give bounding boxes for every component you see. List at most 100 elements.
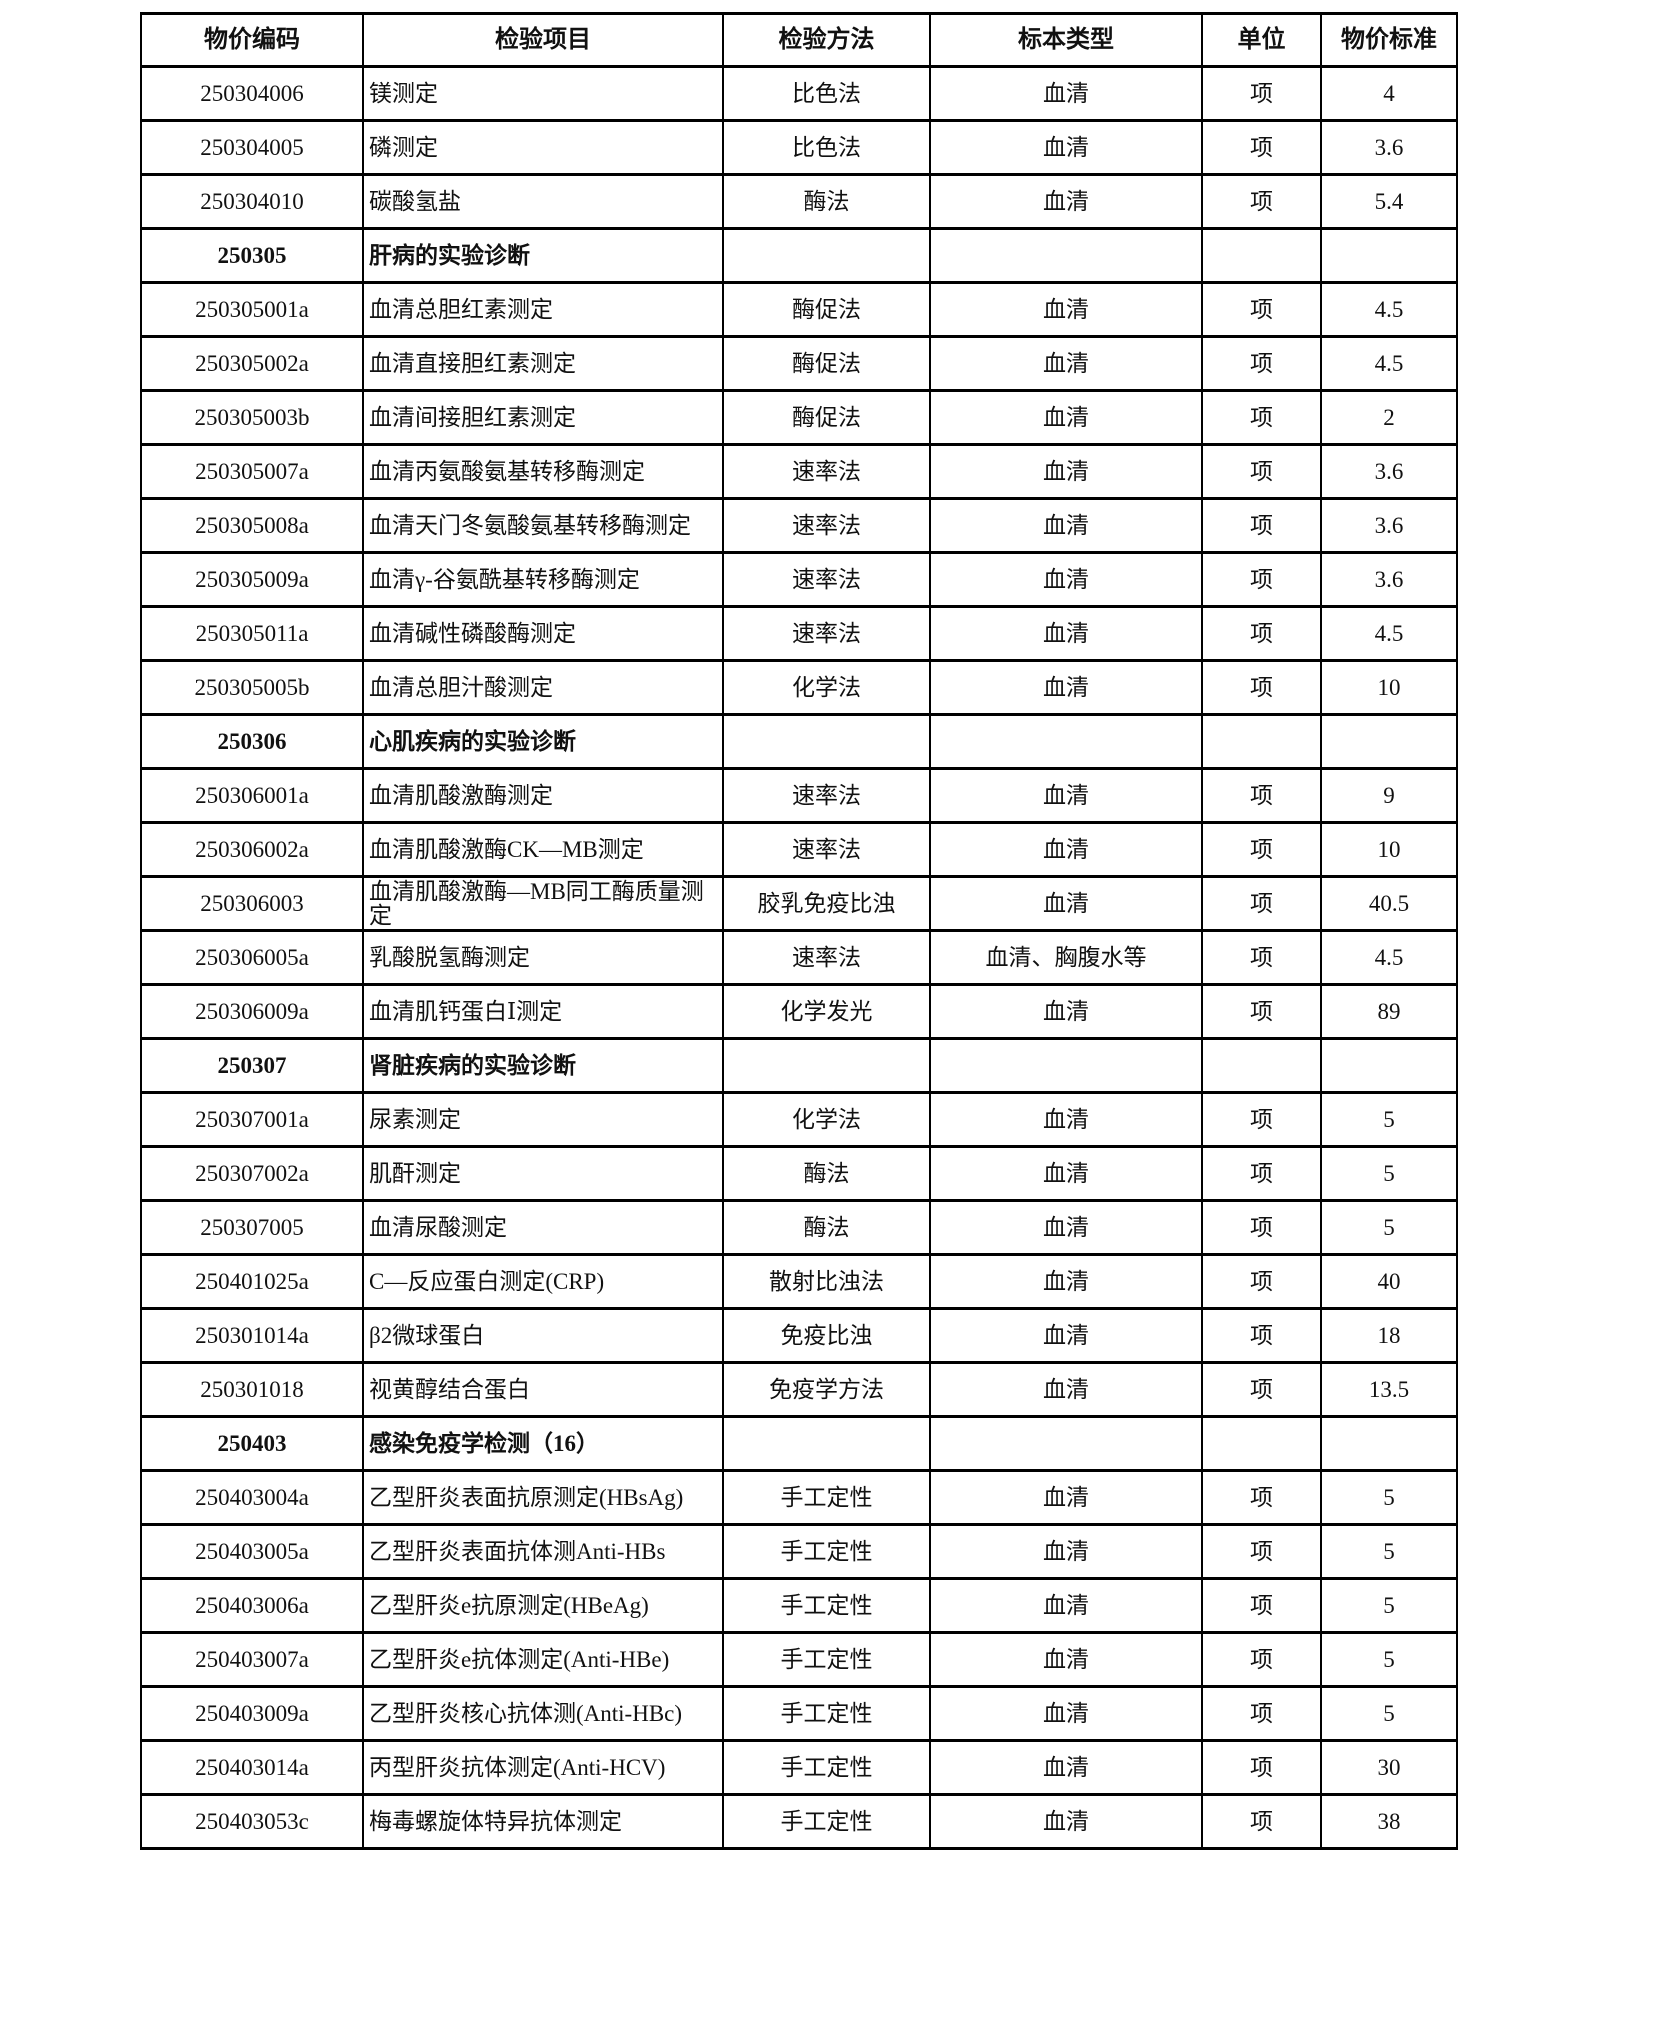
cell-method [722,1037,931,1094]
table-row: 250306002a 血清肌酸激酶CK—MB测定 速率法 血清项 10 [140,821,1458,878]
cell-specimen [929,1415,1203,1472]
cell-specimen: 血清 [929,1145,1203,1202]
cell-method: 速率法 [722,929,931,986]
cell-name: 血清肌酸激酶测定 [362,767,724,824]
cell-price: 4 [1320,65,1458,122]
cell-specimen: 血清 [929,1577,1203,1634]
cell-code: 250301018 [140,1361,364,1418]
cell-method: 酶促法 [722,389,931,446]
table-row: 250305001a 血清总胆红素测定 酶促法 血清项 4.5 [140,281,1458,338]
cell-method: 酶促法 [722,281,931,338]
table-row: 250305008a 血清天门冬氨酸氨基转移酶测定 速率法 血清项 3.6 [140,497,1458,554]
table-row: 250304005 磷测定 比色法 血清项 3.6 [140,119,1458,176]
cell-price: 5 [1320,1523,1458,1580]
cell-specimen: 血清 [929,1307,1203,1364]
cell-code: 250305005b [140,659,364,716]
cell-price: 4.5 [1320,929,1458,986]
cell-name: 视黄醇结合蛋白 [362,1361,724,1418]
cell-name: 心肌疾病的实验诊断 [362,713,724,770]
cell-price: 5.4 [1320,173,1458,230]
cell-unit: 项 [1201,605,1322,662]
table-row: 250301014a β2微球蛋白 免疫比浊 血清项 18 [140,1307,1458,1364]
header-method: 检验方法 [722,12,931,68]
cell-price: 3.6 [1320,551,1458,608]
cell-unit: 项 [1201,1739,1322,1796]
cell-method: 化学法 [722,659,931,716]
cell-unit: 项 [1201,497,1322,554]
cell-name: 血清碱性磷酸酶测定 [362,605,724,662]
table-row: 250403005a 乙型肝炎表面抗体测Anti-HBs 手工定性 血清项 5 [140,1523,1458,1580]
table-row: 250305005b 血清总胆汁酸测定 化学法 血清项 10 [140,659,1458,716]
cell-unit: 项 [1201,659,1322,716]
cell-name: 肾脏疾病的实验诊断 [362,1037,724,1094]
table-row: 250306001a 血清肌酸激酶测定 速率法 血清项 9 [140,767,1458,824]
cell-unit: 项 [1201,389,1322,446]
cell-method: 速率法 [722,605,931,662]
cell-price: 2 [1320,389,1458,446]
cell-unit: 项 [1201,983,1322,1040]
cell-method: 手工定性 [722,1577,931,1634]
cell-unit [1201,227,1322,284]
cell-unit: 项 [1201,1253,1322,1310]
cell-name: 镁测定 [362,65,724,122]
cell-unit: 项 [1201,281,1322,338]
cell-code: 250305008a [140,497,364,554]
cell-code: 250306 [140,713,364,770]
cell-price: 3.6 [1320,497,1458,554]
cell-method: 比色法 [722,119,931,176]
cell-price: 13.5 [1320,1361,1458,1418]
cell-specimen: 血清 [929,1739,1203,1796]
cell-code: 250305002a [140,335,364,392]
cell-price: 4.5 [1320,281,1458,338]
cell-price: 89 [1320,983,1458,1040]
price-table: 物价编码 检验项目 检验方法 标本类型 单位 物价标准 250304006 镁测定… [140,12,1458,1850]
cell-unit: 项 [1201,1199,1322,1256]
cell-code: 250305001a [140,281,364,338]
cell-method: 速率法 [722,767,931,824]
header-unit: 单位 [1201,12,1322,68]
cell-price: 3.6 [1320,443,1458,500]
cell-method: 酶法 [722,1199,931,1256]
cell-specimen: 血清 [929,1631,1203,1688]
cell-specimen: 血清 [929,1685,1203,1742]
cell-name: 磷测定 [362,119,724,176]
cell-name: 乳酸脱氢酶测定 [362,929,724,986]
header-specimen: 标本类型 [929,12,1203,68]
cell-method: 速率法 [722,551,931,608]
cell-code: 250403053c [140,1793,364,1850]
cell-name: 肝病的实验诊断 [362,227,724,284]
cell-price: 40.5 [1320,875,1458,932]
cell-unit: 项 [1201,1793,1322,1850]
cell-specimen: 血清 [929,1361,1203,1418]
table-row: 250305009a 血清γ-谷氨酰基转移酶测定 速率法 血清项 3.6 [140,551,1458,608]
cell-specimen: 血清 [929,119,1203,176]
cell-unit: 项 [1201,929,1322,986]
table-row: 250307001a 尿素测定 化学法 血清项 5 [140,1091,1458,1148]
cell-unit: 项 [1201,65,1322,122]
cell-method: 速率法 [722,497,931,554]
cell-name: 血清总胆红素测定 [362,281,724,338]
cell-unit: 项 [1201,1361,1322,1418]
cell-price: 5 [1320,1199,1458,1256]
cell-specimen: 血清 [929,1523,1203,1580]
cell-price: 5 [1320,1577,1458,1634]
cell-specimen: 血清 [929,389,1203,446]
table-row: 250301018 视黄醇结合蛋白 免疫学方法 血清项 13.5 [140,1361,1458,1418]
cell-price: 38 [1320,1793,1458,1850]
cell-unit: 项 [1201,1469,1322,1526]
table-row: 250403053c 梅毒螺旋体特异抗体测定 手工定性 血清项 38 [140,1793,1458,1850]
cell-code: 250304005 [140,119,364,176]
cell-specimen: 血清 [929,65,1203,122]
cell-method: 胶乳免疫比浊 [722,875,931,932]
cell-method: 手工定性 [722,1631,931,1688]
cell-name: 血清肌钙蛋白Ⅰ测定 [362,983,724,1040]
cell-price: 30 [1320,1739,1458,1796]
cell-name: C—反应蛋白测定(CRP) [362,1253,724,1310]
cell-method: 酶法 [722,173,931,230]
cell-code: 250307 [140,1037,364,1094]
cell-name: 血清总胆汁酸测定 [362,659,724,716]
cell-code: 250306002a [140,821,364,878]
header-item: 检验项目 [362,12,724,68]
cell-specimen [929,227,1203,284]
table-row: 250403007a 乙型肝炎e抗体测定(Anti-HBe) 手工定性 血清项 5 [140,1631,1458,1688]
